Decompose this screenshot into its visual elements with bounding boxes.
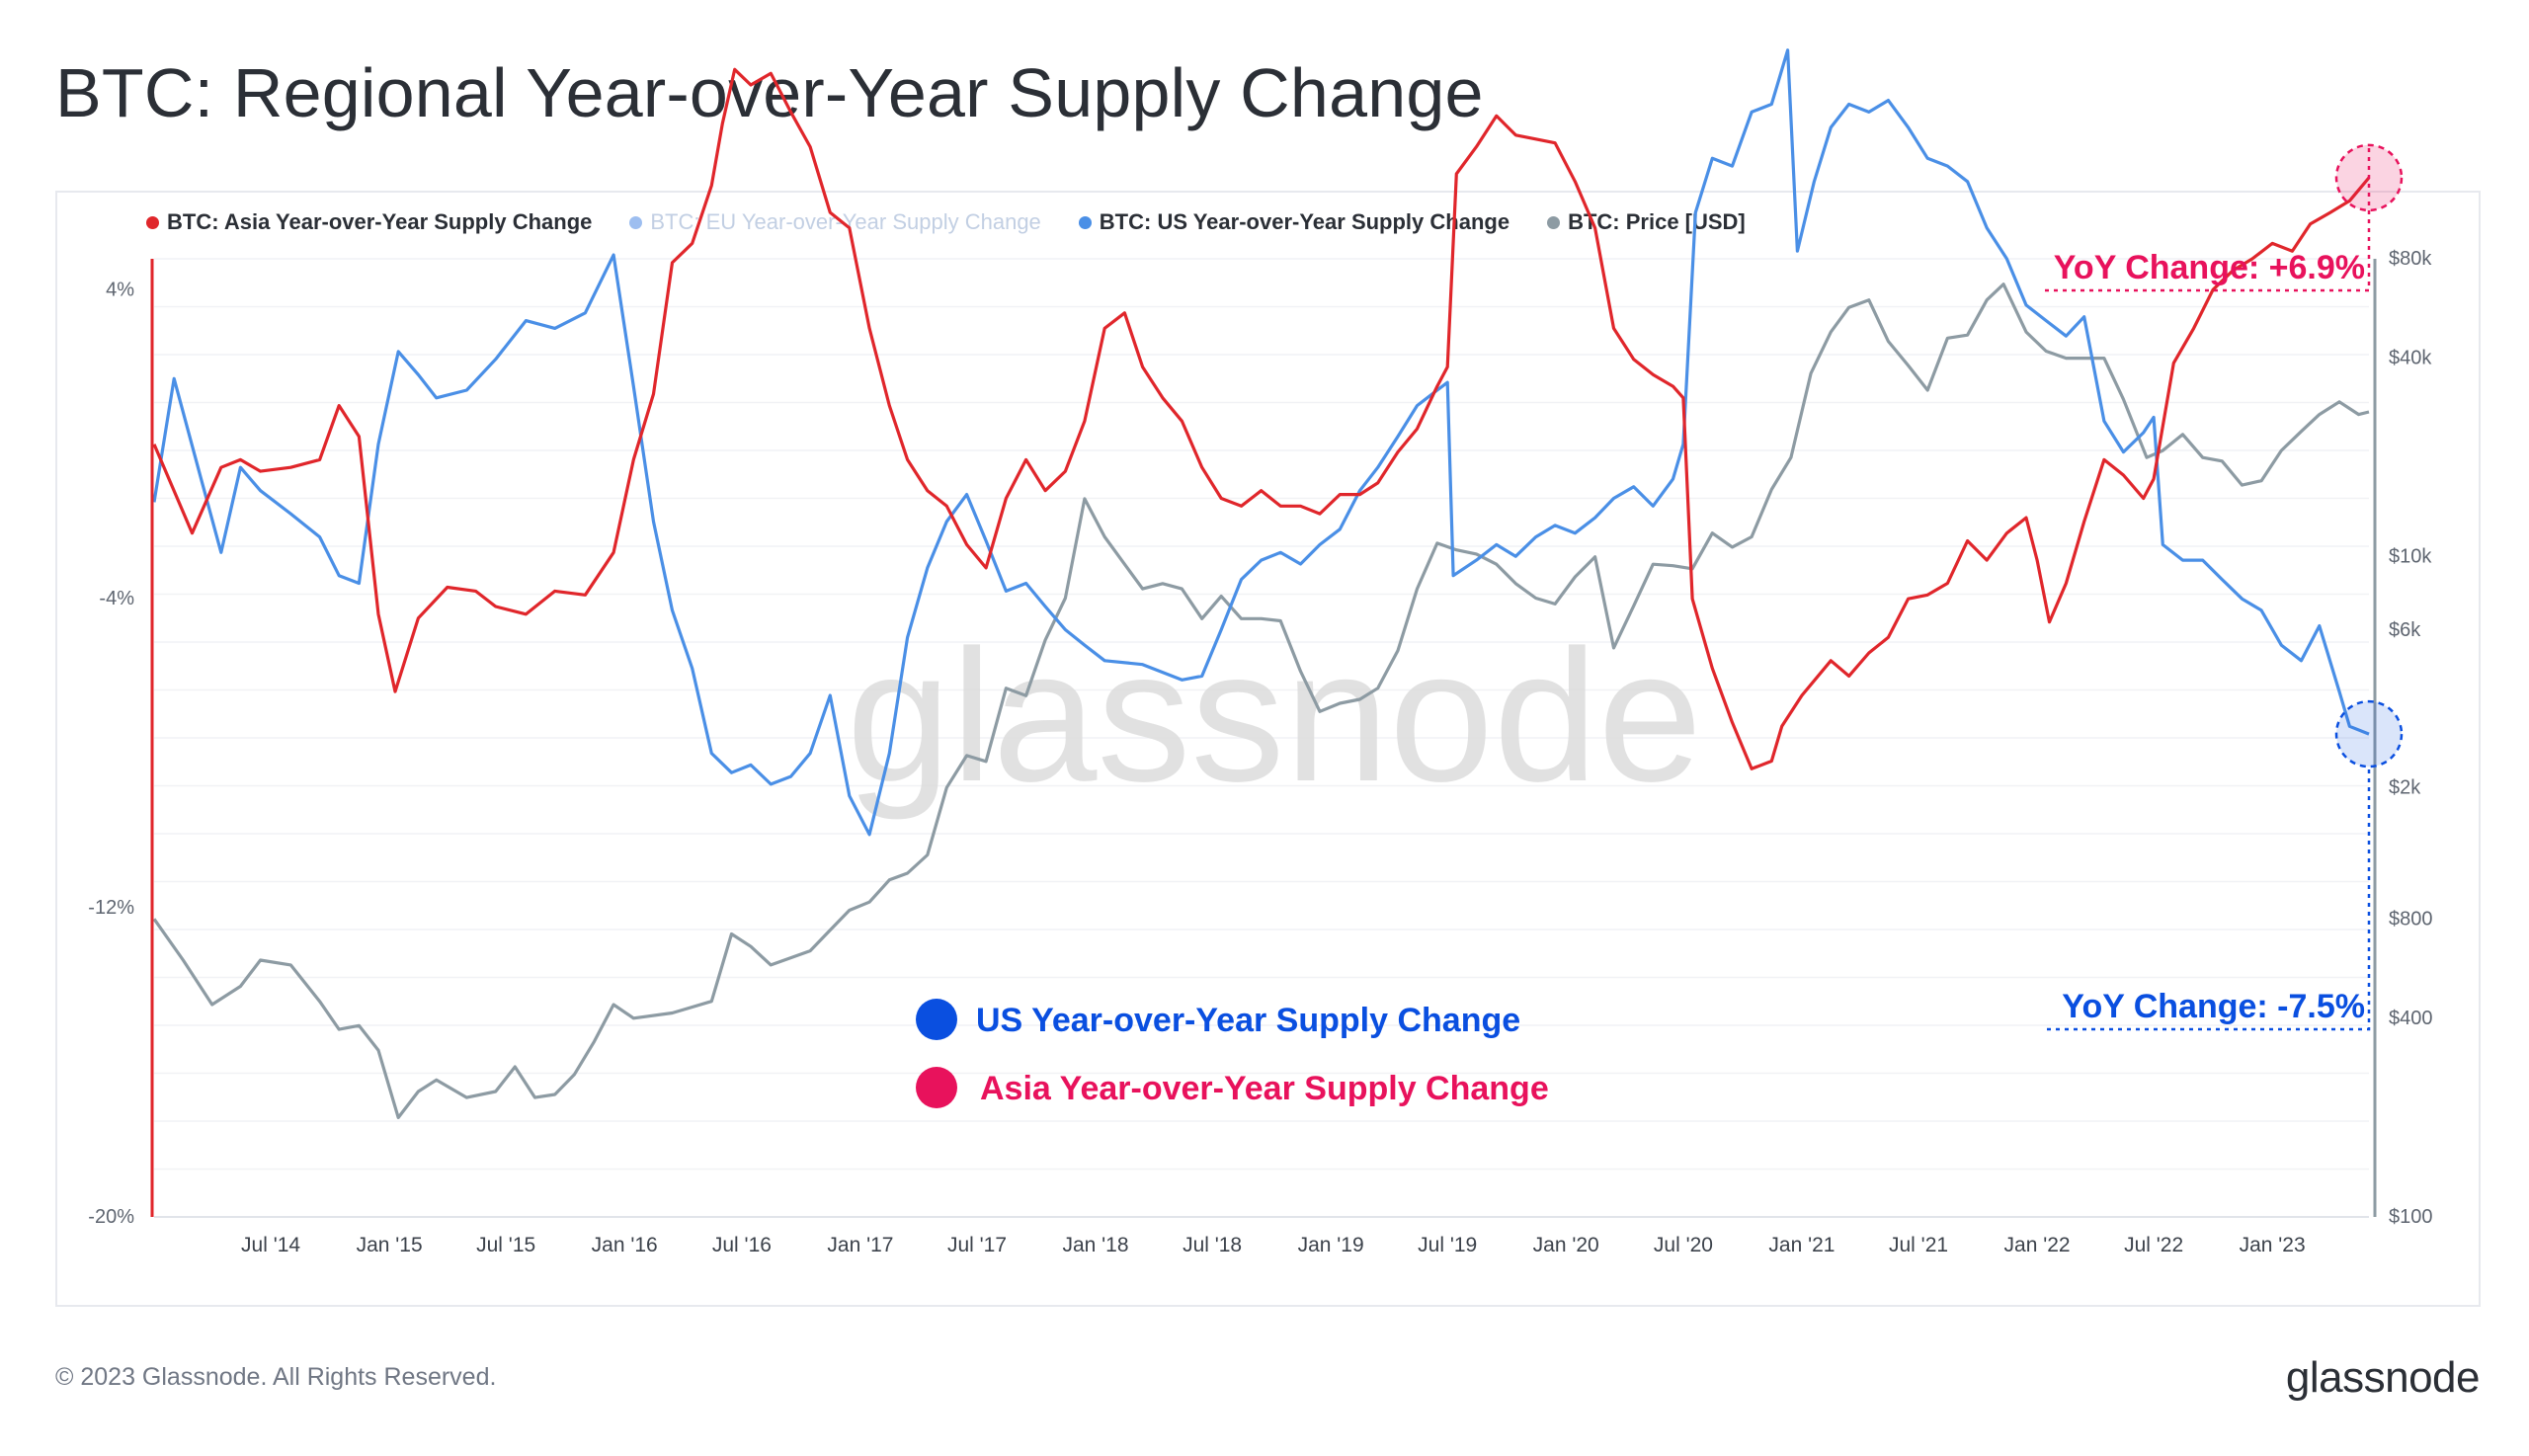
brand-logo[interactable]: glassnode (2285, 1353, 2481, 1402)
x-tick-label: Jul '14 (241, 1234, 300, 1256)
legend-label: BTC: EU Year-over-Year Supply Change (650, 209, 1041, 234)
x-tick-label: Jan '20 (1533, 1234, 1599, 1256)
y-right-tick-label: $10k (2389, 546, 2432, 568)
legend-item-us[interactable]: BTC: US Year-over-Year Supply Change (1078, 209, 1510, 235)
us-highlight-marker (2334, 699, 2404, 768)
watermark: glassnode (847, 611, 1702, 821)
legend-item-asia[interactable]: BTC: Asia Year-over-Year Supply Change (146, 209, 592, 235)
x-tick-label: Jul '17 (947, 1234, 1007, 1256)
us-inline-legend-label: US Year-over-Year Supply Change (976, 1002, 1520, 1039)
y-left-tick-label: -12% (88, 897, 134, 919)
legend-label: BTC: Asia Year-over-Year Supply Change (167, 209, 593, 234)
us-inline-legend-dot-icon (916, 999, 957, 1040)
legend-dot-icon (1547, 215, 1561, 229)
copyright: © 2023 Glassnode. All Rights Reserved. (55, 1363, 497, 1391)
legend-item-eu[interactable]: BTC: EU Year-over-Year Supply Change (629, 209, 1041, 235)
y-right-tick-label: $6k (2389, 619, 2421, 641)
asia-callout: YoY Change: +6.9% (2054, 249, 2365, 286)
x-tick-label: Jan '22 (2004, 1234, 2071, 1256)
us-series-line (152, 48, 2370, 837)
x-tick-label: Jan '15 (357, 1234, 423, 1256)
x-tick-label: Jan '18 (1062, 1234, 1128, 1256)
x-tick-label: Jul '20 (1654, 1234, 1713, 1256)
y-right-tick-label: $2k (2389, 776, 2421, 798)
legend-label: BTC: US Year-over-Year Supply Change (1099, 209, 1510, 234)
asia-inline-legend-label: Asia Year-over-Year Supply Change (980, 1070, 1549, 1107)
x-tick-label: Jul '22 (2124, 1234, 2183, 1256)
y-left-tick-label: -20% (88, 1206, 134, 1228)
page-title: BTC: Regional Year-over-Year Supply Chan… (55, 54, 1484, 131)
axes-layer: 4% -4% -12% -20% $80k $40k $10k $6k $2k $800 $400 $… (88, 248, 2432, 1256)
y-right-tick-label: $800 (2389, 908, 2433, 930)
legend-label: BTC: Price [USD] (1568, 209, 1746, 234)
x-tick-label: Jan '16 (592, 1234, 658, 1256)
y-right-tick-label: $100 (2389, 1206, 2433, 1228)
us-callout: YoY Change: -7.5% (2062, 988, 2365, 1025)
x-tick-label: Jan '23 (2240, 1234, 2306, 1256)
chart-legend: BTC: Asia Year-over-Year Supply Change B… (146, 209, 1746, 235)
x-tick-label: Jul '18 (1183, 1234, 1242, 1256)
legend-item-price[interactable]: BTC: Price [USD] (1547, 209, 1746, 235)
y-left-tick-label: 4% (106, 279, 134, 300)
series-layer (152, 48, 2371, 1119)
price-series-line (152, 283, 2370, 1119)
y-right-tick-label: $80k (2389, 248, 2432, 270)
y-right-tick-label: $40k (2389, 348, 2432, 369)
y-right-tick-label: $400 (2389, 1008, 2433, 1029)
annotations-layer: YoY Change: +6.9% YoY Change: -7.5% US Y… (916, 143, 2404, 1108)
legend-dot-icon (146, 215, 159, 229)
legend-dot-icon (1078, 215, 1092, 229)
asia-series-line (152, 67, 2371, 770)
x-tick-label: Jan '19 (1298, 1234, 1364, 1256)
x-tick-label: Jul '21 (1889, 1234, 1948, 1256)
asia-leader-line (2045, 144, 2371, 292)
x-tick-label: Jul '16 (712, 1234, 772, 1256)
x-tick-label: Jan '21 (1768, 1234, 1835, 1256)
y-left-tick-label: -4% (99, 588, 134, 609)
asia-inline-legend-dot-icon (916, 1067, 957, 1108)
x-tick-label: Jan '17 (827, 1234, 893, 1256)
x-tick-label: Jul '15 (476, 1234, 535, 1256)
x-tick-label: Jul '19 (1418, 1234, 1477, 1256)
legend-dot-icon (629, 215, 643, 229)
us-leader-line (2047, 767, 2371, 1031)
